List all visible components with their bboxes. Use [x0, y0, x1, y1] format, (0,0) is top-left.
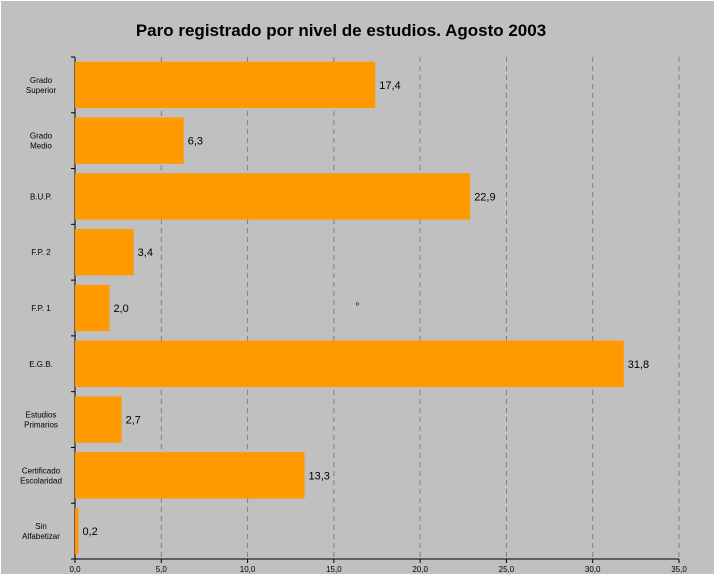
- category-label-0: Grado Superior: [26, 76, 57, 95]
- data-label-6: 2,7: [126, 415, 141, 427]
- category-label-8: Sin Alfabetizar: [22, 522, 60, 541]
- category-label-6: Estudios Primarios: [24, 411, 58, 430]
- x-tick-label-0: 0,0: [69, 565, 81, 574]
- data-label-1: 6,3: [188, 136, 203, 148]
- bar-5: [75, 340, 624, 387]
- category-label-line: Estudios: [26, 411, 57, 420]
- category-label-7: Certificado Escolaridad: [20, 466, 62, 485]
- bar-2: [75, 173, 471, 220]
- x-tick-label-1: 5,0: [156, 565, 168, 574]
- bar-4: [75, 284, 110, 332]
- data-label-4: 2,0: [114, 303, 129, 315]
- category-label-5: E.G.B.: [29, 360, 53, 369]
- data-label-8: 0,2: [82, 526, 97, 538]
- category-label-1: Grado Medio: [30, 132, 53, 151]
- category-label-line: F.P. 2: [31, 248, 51, 257]
- data-label-3: 3,4: [138, 247, 153, 259]
- category-label-line: Alfabetizar: [22, 532, 60, 541]
- category-label-4: F.P. 1: [31, 304, 51, 313]
- bar-1: [75, 117, 184, 164]
- data-label-5: 31,8: [628, 359, 649, 371]
- category-label-line: Primarios: [24, 421, 58, 430]
- category-label-line: Superior: [26, 86, 57, 95]
- x-tick-label-5: 25,0: [499, 565, 515, 574]
- category-label-3: F.P. 2: [31, 248, 51, 257]
- bar-7: [75, 452, 305, 499]
- x-tick-label-7: 35,0: [671, 565, 687, 574]
- category-label-line: F.P. 1: [31, 304, 51, 313]
- x-tick-label-3: 15,0: [326, 565, 342, 574]
- stray-mark: º: [356, 301, 359, 310]
- data-label-0: 17,4: [379, 80, 400, 92]
- bar-3: [75, 229, 134, 276]
- category-label-line: Certificado: [22, 466, 61, 475]
- x-tick-label-6: 30,0: [585, 565, 601, 574]
- category-label-line: Grado: [30, 76, 53, 85]
- bar-0: [75, 61, 376, 109]
- data-label-2: 22,9: [474, 191, 495, 203]
- chart-title: Paro registrado por nivel de estudios. A…: [135, 21, 547, 40]
- category-label-2: B.U.P.: [30, 192, 52, 201]
- x-tick-label-4: 20,0: [412, 565, 428, 574]
- category-label-line: Medio: [30, 142, 52, 151]
- category-label-line: E.G.B.: [29, 360, 53, 369]
- category-label-line: Escolaridad: [20, 476, 62, 485]
- data-label-7: 13,3: [309, 470, 330, 482]
- bar-8: [75, 507, 79, 555]
- bar-6: [75, 396, 122, 443]
- category-label-line: Grado: [30, 132, 53, 141]
- x-tick-label-2: 10,0: [240, 565, 256, 574]
- category-label-line: B.U.P.: [30, 192, 52, 201]
- category-label-line: Sin: [35, 522, 47, 531]
